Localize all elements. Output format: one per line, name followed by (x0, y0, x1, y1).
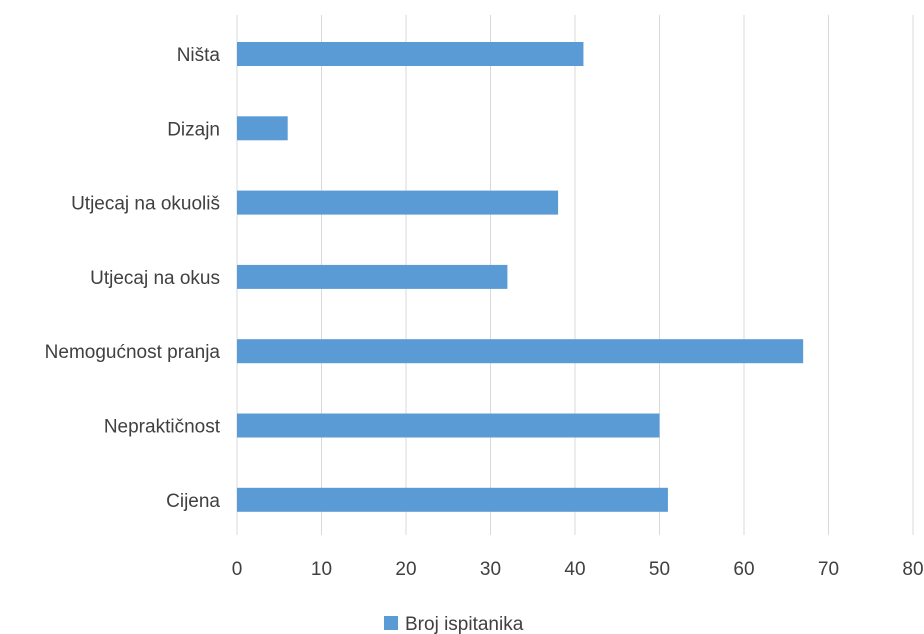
x-tick-label: 40 (564, 559, 585, 580)
bars (237, 42, 804, 512)
x-tick-label: 10 (311, 559, 332, 580)
category-label: Ništa (177, 45, 221, 66)
category-labels: Ništa Dizajn Utjecaj na okuoliš Utjecaj na … (45, 45, 221, 512)
bar (237, 42, 584, 66)
category-label: Utjecaj na okuoliš (71, 194, 220, 215)
category-label: Dizajn (167, 119, 220, 140)
bar (237, 487, 668, 512)
x-tick-label: 0 (232, 559, 243, 580)
category-label: Nepraktičnost (104, 417, 221, 438)
bar (237, 116, 288, 141)
x-tick-label: 50 (649, 559, 670, 580)
x-tick-label: 80 (902, 559, 923, 580)
category-label: Cijena (166, 491, 220, 512)
bar (237, 339, 804, 364)
legend: Broj ispitanika (384, 614, 524, 634)
x-tick-label: 30 (480, 559, 501, 580)
x-tick-label: 60 (733, 559, 754, 580)
bar (237, 413, 660, 438)
x-axis-tick-labels: 0 10 20 30 40 50 60 70 80 (232, 559, 924, 580)
legend-swatch (384, 616, 398, 630)
legend-label: Broj ispitanika (405, 614, 524, 634)
bar (237, 190, 559, 215)
x-tick-label: 70 (818, 559, 839, 580)
category-label: Utjecaj na okus (90, 268, 220, 289)
bar (237, 264, 508, 289)
x-tick-label: 20 (395, 559, 416, 580)
category-label: Nemogućnost pranja (45, 342, 221, 363)
gridlines (236, 15, 914, 535)
